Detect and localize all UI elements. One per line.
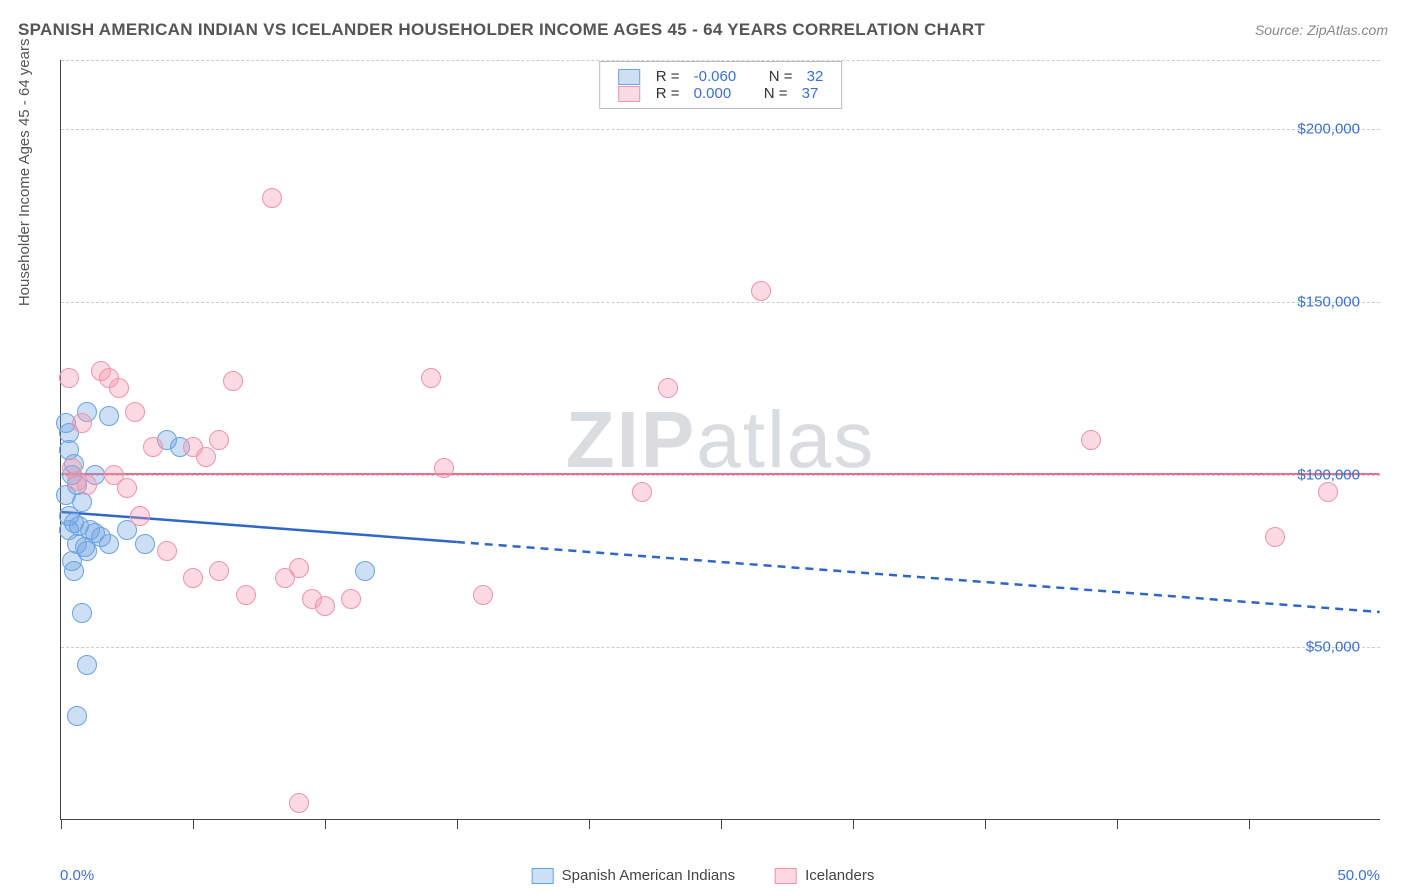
- data-point: [117, 478, 137, 498]
- data-point: [262, 188, 282, 208]
- legend-swatch-1: [532, 868, 554, 884]
- data-point: [1318, 482, 1338, 502]
- x-axis-min-label: 0.0%: [60, 867, 94, 884]
- data-point: [143, 437, 163, 457]
- x-tick: [985, 819, 986, 829]
- stats-row-1: R = -0.060 N = 32: [618, 68, 824, 85]
- stats-swatch-2: [618, 86, 640, 102]
- plot-area: ZIPatlas R = -0.060 N = 32 R = 0.000 N =…: [60, 60, 1380, 820]
- data-point: [99, 406, 119, 426]
- stats-r-label-1: R =: [656, 68, 684, 85]
- watermark-atlas: atlas: [696, 395, 875, 484]
- data-point: [632, 482, 652, 502]
- stats-r-val-1: -0.060: [694, 68, 737, 85]
- data-point: [59, 368, 79, 388]
- data-point: [223, 371, 243, 391]
- data-point: [183, 568, 203, 588]
- legend-swatch-2: [775, 868, 797, 884]
- data-point: [64, 561, 84, 581]
- y-tick-label: $150,000: [1297, 293, 1360, 310]
- data-point: [289, 558, 309, 578]
- x-tick: [457, 819, 458, 829]
- data-point: [99, 534, 119, 554]
- data-point: [77, 475, 97, 495]
- stats-swatch-1: [618, 69, 640, 85]
- chart-container: SPANISH AMERICAN INDIAN VS ICELANDER HOU…: [0, 0, 1406, 892]
- stats-n-val-2: 37: [802, 85, 819, 102]
- x-tick: [1117, 819, 1118, 829]
- data-point: [751, 281, 771, 301]
- data-point: [341, 589, 361, 609]
- gridline-h: [61, 647, 1380, 648]
- stats-n-label-1: N =: [769, 68, 797, 85]
- data-point: [196, 447, 216, 467]
- gridline-top: [61, 60, 1380, 61]
- trend-lines-svg: [61, 60, 1380, 819]
- data-point: [130, 506, 150, 526]
- legend-label-1: Spanish American Indians: [562, 867, 735, 884]
- stats-n-val-1: 32: [807, 68, 824, 85]
- stats-box: R = -0.060 N = 32 R = 0.000 N = 37: [599, 61, 843, 109]
- data-point: [125, 402, 145, 422]
- stats-r-label-2: R =: [656, 85, 684, 102]
- data-point: [473, 585, 493, 605]
- x-tick: [193, 819, 194, 829]
- data-point: [434, 458, 454, 478]
- source-label: Source: ZipAtlas.com: [1255, 22, 1388, 38]
- data-point: [658, 378, 678, 398]
- x-axis-max-label: 50.0%: [1337, 867, 1380, 884]
- chart-title: SPANISH AMERICAN INDIAN VS ICELANDER HOU…: [18, 20, 985, 40]
- legend-item-2: Icelanders: [775, 867, 874, 884]
- stats-n-label-2: N =: [764, 85, 792, 102]
- data-point: [99, 368, 119, 388]
- data-point: [157, 541, 177, 561]
- data-point: [236, 585, 256, 605]
- x-tick: [61, 819, 62, 829]
- data-point: [315, 596, 335, 616]
- legend-label-2: Icelanders: [805, 867, 874, 884]
- gridline-h: [61, 129, 1380, 130]
- stats-r-val-2: 0.000: [694, 85, 732, 102]
- data-point: [355, 561, 375, 581]
- legend-item-1: Spanish American Indians: [532, 867, 735, 884]
- data-point: [421, 368, 441, 388]
- legend: Spanish American Indians Icelanders: [532, 867, 875, 884]
- data-point: [135, 534, 155, 554]
- y-tick-label: $50,000: [1306, 639, 1360, 656]
- x-tick: [589, 819, 590, 829]
- gridline-h: [61, 475, 1380, 476]
- data-point: [209, 430, 229, 450]
- data-point: [67, 706, 87, 726]
- y-tick-label: $200,000: [1297, 121, 1360, 138]
- x-tick: [1249, 819, 1250, 829]
- watermark-zip: ZIP: [566, 395, 696, 484]
- watermark: ZIPatlas: [566, 394, 875, 486]
- gridline-h: [61, 302, 1380, 303]
- x-tick: [721, 819, 722, 829]
- data-point: [1081, 430, 1101, 450]
- stats-row-2: R = 0.000 N = 37: [618, 85, 824, 102]
- x-tick: [853, 819, 854, 829]
- x-tick: [325, 819, 326, 829]
- data-point: [72, 603, 92, 623]
- data-point: [209, 561, 229, 581]
- y-tick-label: $100,000: [1297, 466, 1360, 483]
- data-point: [289, 793, 309, 813]
- y-axis-title: Householder Income Ages 45 - 64 years: [16, 39, 33, 307]
- data-point: [77, 655, 97, 675]
- data-point: [72, 413, 92, 433]
- data-point: [1265, 527, 1285, 547]
